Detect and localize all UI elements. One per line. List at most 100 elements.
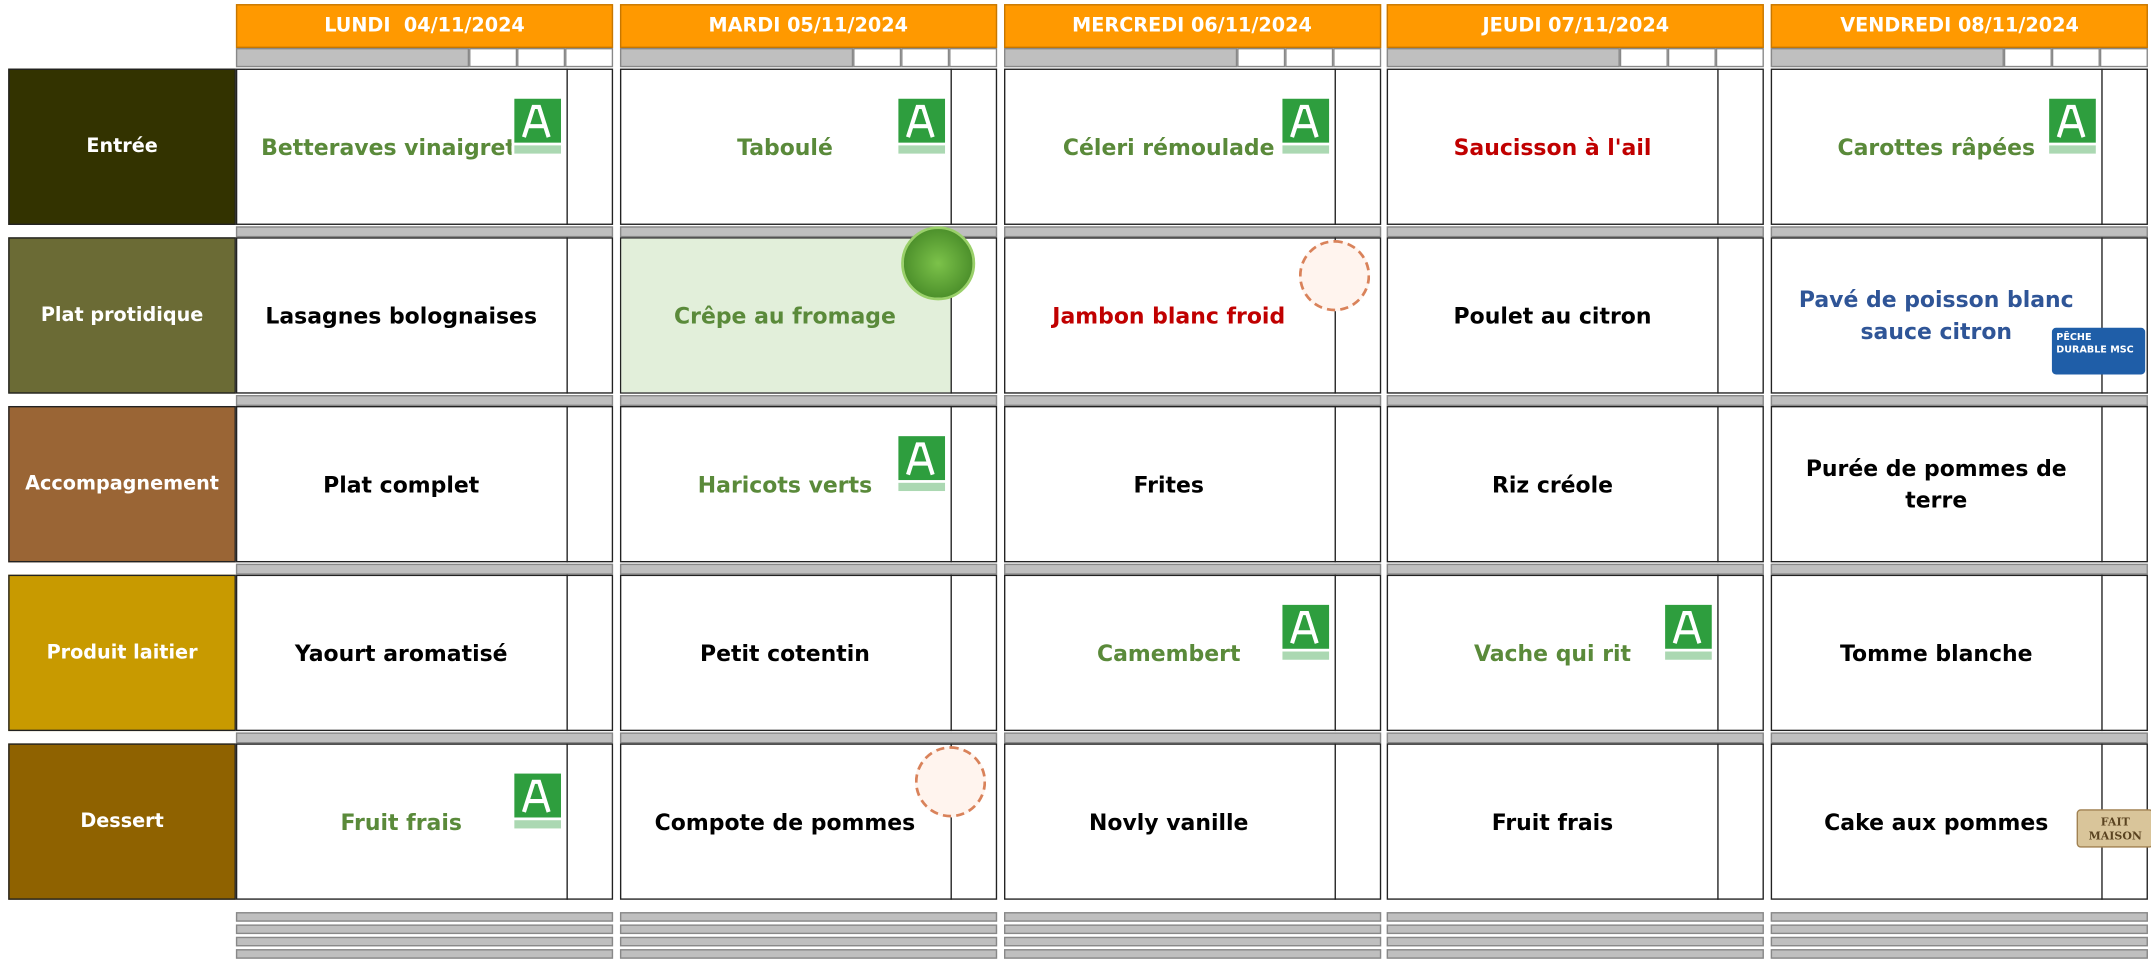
side-column (1717, 405, 1765, 563)
day-header: LUNDI 04/11/2024 (235, 4, 614, 49)
separator-bar (1387, 563, 1765, 575)
dish-name: Riz créole (1491, 471, 1614, 498)
stamp-badge (914, 746, 986, 818)
separator-bar (235, 226, 614, 238)
footer-bar (235, 924, 614, 935)
dish-name: Novly vanille (1089, 808, 1249, 835)
menu-cell (1003, 743, 1381, 900)
dish-name: Frites (1133, 471, 1204, 498)
row-label: Entrée (8, 68, 236, 225)
dish-name: Taboulé (737, 133, 833, 160)
menu-cell (1387, 68, 1765, 225)
separator-bar (235, 395, 614, 406)
side-column (566, 405, 613, 563)
side-column (2101, 405, 2149, 563)
dish-name: Cake aux pommes (1824, 808, 2049, 835)
day-header: MARDI 05/11/2024 (619, 4, 997, 49)
header-box (948, 48, 997, 68)
footer-bar (1770, 924, 2149, 935)
bio-icon (898, 98, 945, 154)
side-column (1334, 743, 1381, 900)
bio-badge (1662, 596, 1716, 663)
dish-name: Plat complet (323, 471, 480, 498)
footer-bar (1003, 924, 1381, 935)
side-column (566, 574, 613, 732)
side-column (950, 743, 997, 900)
menu-cell (1387, 405, 1765, 563)
separator-bar (235, 563, 614, 575)
header-box (469, 48, 518, 68)
header-box (900, 48, 949, 68)
dish-name: Fruit frais (1491, 808, 1614, 835)
dish-name: Haricots verts (697, 471, 873, 498)
separator-bar (235, 732, 614, 744)
separator-bar (1770, 395, 2149, 406)
separator-bar (1387, 732, 1765, 744)
separator-bar (1003, 732, 1381, 744)
side-column (2101, 68, 2149, 225)
dish-name: Saucisson à l'ail (1453, 133, 1652, 160)
dish-name: Jambon blanc froid (1052, 302, 1286, 329)
dish-name: Céleri rémoulade (1062, 133, 1275, 160)
header-box (1284, 48, 1333, 68)
header-box (852, 48, 901, 68)
separator-bar (1387, 226, 1765, 238)
side-column (566, 68, 613, 225)
dish-name: Compote de pommes (654, 808, 916, 835)
dish-name: Purée de pommes de terre (1805, 455, 2067, 513)
footer-bar (619, 924, 997, 935)
header-box (1332, 48, 1381, 68)
side-column (950, 574, 997, 732)
footer-bar (1003, 949, 1381, 959)
dish-name: Camembert (1097, 639, 1241, 666)
footer-bar (619, 912, 997, 922)
bio-icon (1281, 98, 1329, 154)
bio-icon (898, 436, 945, 492)
header-box (2052, 48, 2101, 68)
header-bar (1770, 48, 2005, 68)
footer-bar (1003, 936, 1381, 947)
day-header: MERCREDI 06/11/2024 (1003, 4, 1381, 49)
footer-bar (235, 912, 614, 922)
menu-cell (235, 574, 614, 732)
side-column (950, 68, 997, 225)
menu-cell (1387, 743, 1765, 900)
bio-badge (511, 90, 564, 157)
side-column (1717, 574, 1765, 732)
footer-bar (1387, 912, 1765, 922)
dish-name: Tomme blanche (1839, 639, 2033, 666)
bio-badge (511, 765, 564, 832)
day-header: JEUDI 07/11/2024 (1387, 4, 1765, 49)
side-column (1334, 574, 1381, 732)
header-box (517, 48, 566, 68)
row-label: Produit laitier (8, 574, 236, 732)
bio-badge (1279, 90, 1332, 157)
separator-bar (1003, 395, 1381, 406)
header-bar (619, 48, 853, 68)
bio-icon (1281, 604, 1329, 660)
side-column (1717, 68, 1765, 225)
separator-bar (1003, 563, 1381, 575)
dish-name: Betteraves vinaigrette (261, 133, 542, 160)
side-column (2101, 237, 2149, 394)
side-column (1717, 237, 1765, 394)
footer-bar (1387, 936, 1765, 947)
side-column (2101, 574, 2149, 732)
bio-badge (2046, 90, 2099, 157)
menu-cell (1770, 574, 2149, 732)
row-label: Plat protidique (8, 237, 236, 394)
msc-badge: PÊCHE DURABLE MSC (2052, 327, 2146, 375)
bio-icon (2049, 98, 2097, 154)
menu-cell (235, 405, 614, 563)
menu-cell (1387, 237, 1765, 394)
footer-bar (1003, 912, 1381, 922)
side-column (1334, 68, 1381, 225)
row-label: Accompagnement (8, 405, 236, 563)
dish-name: Yaourt aromatisé (294, 639, 508, 666)
separator-bar (1770, 732, 2149, 744)
bio-icon (1665, 604, 1713, 660)
separator-bar (1003, 226, 1381, 238)
dish-name: Crêpe au fromage (674, 302, 896, 329)
bio-badge (895, 90, 948, 157)
